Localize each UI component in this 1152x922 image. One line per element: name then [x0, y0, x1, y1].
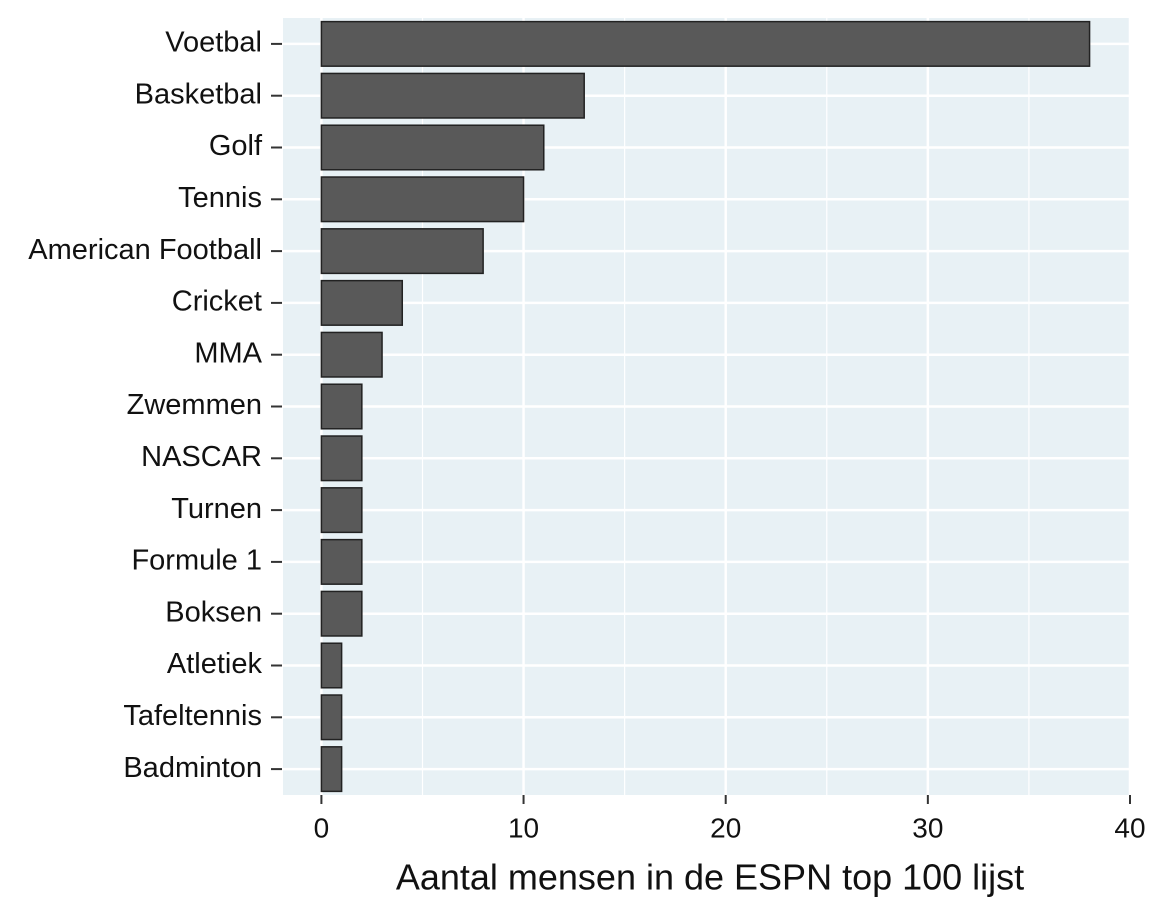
x-tick-label: 0 — [314, 812, 330, 843]
bar — [320, 590, 363, 637]
bar — [320, 694, 343, 741]
bar — [320, 331, 383, 378]
bar — [320, 538, 363, 585]
bar — [320, 20, 1091, 67]
y-tick-label: Turnen — [171, 493, 262, 525]
bar — [320, 176, 525, 223]
y-tick-label: NASCAR — [141, 441, 262, 473]
bar — [320, 124, 545, 171]
bar — [320, 228, 484, 275]
bar — [320, 746, 343, 793]
x-tick-label: 30 — [912, 812, 943, 843]
bar — [320, 642, 343, 689]
y-tick-label: Tennis — [178, 182, 262, 214]
x-tick-label: 20 — [710, 812, 741, 843]
y-tick-label: Cricket — [172, 286, 262, 318]
bar — [320, 383, 363, 430]
y-tick-label: Voetbal — [165, 27, 262, 59]
bar — [320, 72, 585, 119]
y-tick-label: Boksen — [165, 596, 262, 628]
x-tick-label: 10 — [508, 812, 539, 843]
bar — [320, 487, 363, 534]
y-tick-label: Atletiek — [167, 648, 263, 680]
y-tick-label: American Football — [28, 234, 262, 266]
y-tick-label: MMA — [194, 337, 262, 369]
y-tick-label: Zwemmen — [127, 389, 262, 421]
bar — [320, 279, 404, 326]
y-tick-label: Formule 1 — [131, 545, 262, 577]
y-tick-label: Golf — [209, 130, 263, 162]
bar — [320, 435, 363, 482]
y-tick-label: Badminton — [123, 752, 262, 784]
y-tick-label: Tafeltennis — [123, 700, 262, 732]
x-axis-title: Aantal mensen in de ESPN top 100 lijst — [396, 857, 1024, 898]
y-tick-label: Basketbal — [135, 78, 262, 110]
x-tick-label: 40 — [1114, 812, 1145, 843]
